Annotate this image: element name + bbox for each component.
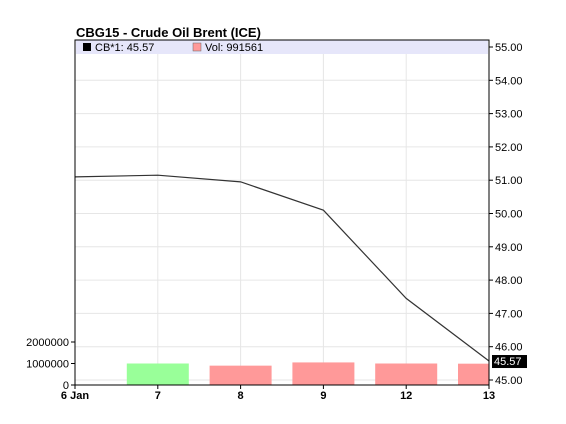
last-price-box xyxy=(492,355,527,369)
x-tick-label: 7 xyxy=(155,390,161,402)
legend-bar xyxy=(76,40,488,54)
price-legend-label: CB*1: 45.57 xyxy=(95,42,154,54)
last-price-label: 45.57 xyxy=(494,356,522,368)
volume-legend-swatch xyxy=(192,42,202,52)
volume-bars xyxy=(126,362,489,385)
x-tick-label: 8 xyxy=(238,390,244,402)
volume-bar xyxy=(292,362,355,385)
price-legend-swatch xyxy=(83,43,91,51)
chart-title: CBG15 - Crude Oil Brent (ICE) xyxy=(76,25,261,40)
price-tick-label: 45.00 xyxy=(495,375,523,387)
volume-tick-label: 1000000 xyxy=(26,359,69,371)
price-tick-label: 50.00 xyxy=(495,209,523,221)
price-tick-label: 51.00 xyxy=(495,175,523,187)
volume-bar xyxy=(209,365,272,385)
price-tick-label: 53.00 xyxy=(495,109,523,121)
price-tick-label: 54.00 xyxy=(495,75,523,87)
price-line xyxy=(74,174,490,362)
volume-tick-label: 2000000 xyxy=(26,337,69,349)
plot-frame xyxy=(74,39,490,386)
price-tick-label: 52.00 xyxy=(495,142,523,154)
volume-bar xyxy=(458,363,489,385)
x-axis: 6 Jan 7 8 9 12 13 xyxy=(61,385,495,402)
x-tick-label: 13 xyxy=(483,390,495,402)
volume-bar xyxy=(126,363,189,385)
price-tick-label: 49.00 xyxy=(495,242,523,254)
x-tick-label: 6 Jan xyxy=(61,390,89,402)
price-tick-label: 46.00 xyxy=(495,342,523,354)
plot-area xyxy=(75,40,489,385)
volume-tick-label: 0 xyxy=(63,380,69,392)
x-tick-label: 12 xyxy=(400,390,412,402)
volume-legend-label: Vol: 991561 xyxy=(205,42,263,54)
x-tick-label: 9 xyxy=(320,390,326,402)
volume-bar xyxy=(375,363,438,385)
volume-axis: 2000000 1000000 0 xyxy=(26,337,75,392)
price-tick-label: 47.00 xyxy=(495,308,523,320)
price-tick-label: 55.00 xyxy=(495,42,523,54)
price-line-group xyxy=(74,174,490,362)
price-axis: 55.00 54.00 53.00 52.00 51.00 50.00 49.00 48.00… xyxy=(489,42,527,387)
price-tick-label: 48.00 xyxy=(495,275,523,287)
